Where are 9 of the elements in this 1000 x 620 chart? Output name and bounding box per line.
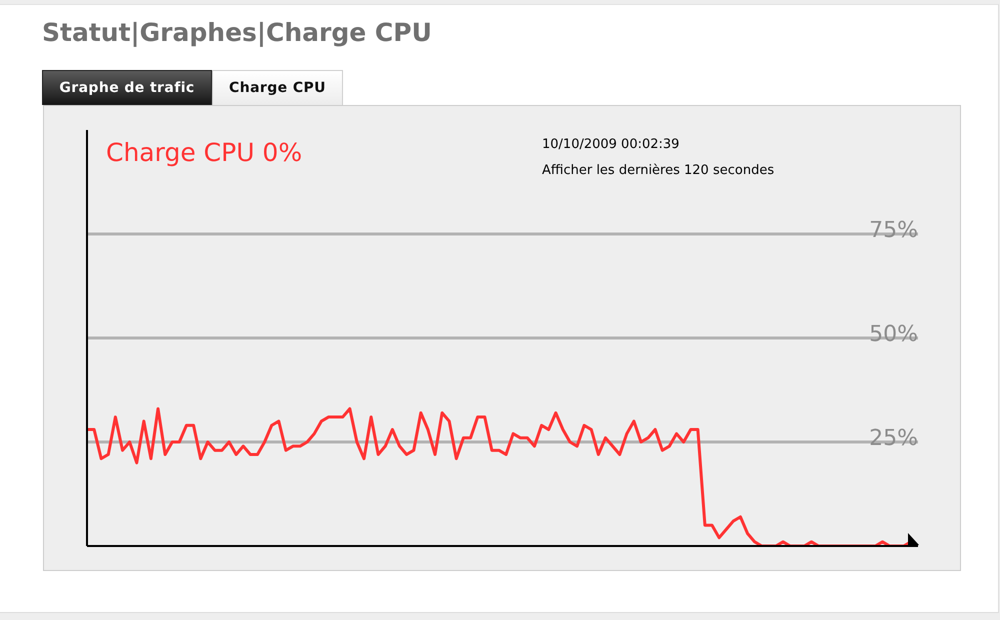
tab: Graphe de trafic <box>42 70 212 105</box>
tab: Charge CPU <box>212 70 343 105</box>
chart-title: Statut|Graphes|Charge CPU <box>42 17 432 49</box>
y-tick-label: 50% <box>869 322 918 347</box>
text: Charge CPU 0% <box>106 138 302 168</box>
annotation: 10/10/2009 00:02:39 <box>542 136 680 154</box>
y-tick-label: 25% <box>869 426 918 451</box>
y-tick-label: 75% <box>869 218 918 243</box>
annotation: Afficher les dernières 120 secondes <box>542 162 774 180</box>
